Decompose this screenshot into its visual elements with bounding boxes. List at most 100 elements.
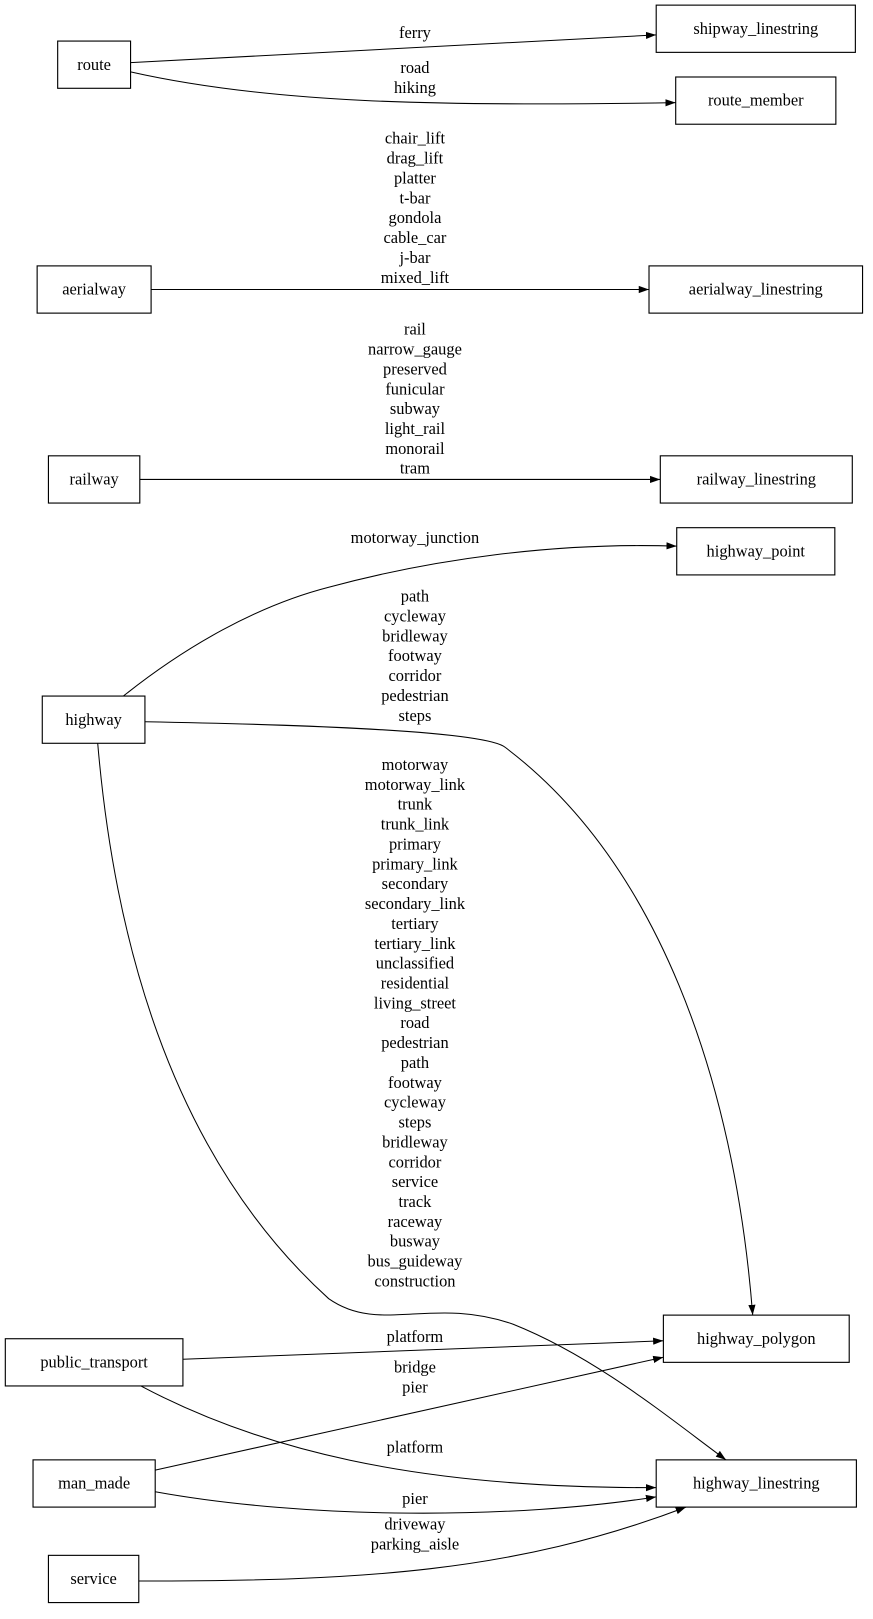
- node-label: public_transport: [40, 1352, 148, 1371]
- edge-label: path: [401, 587, 429, 606]
- edge-label: secondary_link: [365, 894, 466, 913]
- edge-label: motorway_junction: [351, 528, 480, 547]
- edge-label: chair_lift: [385, 129, 446, 148]
- edge-label: residential: [381, 973, 450, 992]
- node-label: aerialway_linestring: [689, 280, 823, 299]
- node-label: aerialway: [62, 280, 127, 299]
- edge-label: pier: [402, 1377, 428, 1396]
- edge-railway-to-railway-linestring: railnarrow_gaugepreservedfunicularsubway…: [139, 320, 661, 484]
- edge-route-to-shipway-linestring: ferry: [130, 23, 657, 64]
- edge-line: [130, 71, 676, 107]
- edge-label: construction: [374, 1271, 455, 1290]
- edge-label: steps: [399, 706, 432, 725]
- edge-label: hiking: [394, 78, 436, 97]
- edge-label: platform: [387, 1327, 444, 1346]
- node-route-member: route_member: [675, 76, 837, 125]
- edge-label: mixed_lift: [381, 268, 450, 287]
- edge-label: platter: [394, 168, 436, 187]
- edge-label: ferry: [399, 23, 432, 42]
- node-box: [675, 76, 837, 125]
- node-highway-polygon: highway_polygon: [662, 1314, 850, 1363]
- edge-label: trunk: [398, 795, 433, 814]
- edge-label: drag_lift: [387, 149, 444, 168]
- edge-line: [182, 1337, 664, 1360]
- edge-label: parking_aisle: [371, 1535, 459, 1554]
- edge-label: driveway: [384, 1515, 446, 1534]
- node-box: [655, 4, 856, 53]
- node-label: man_made: [58, 1474, 130, 1493]
- edge-label: tertiary: [391, 914, 439, 933]
- edge-label: trunk_link: [381, 815, 450, 834]
- edge-label: narrow_gauge: [368, 340, 462, 359]
- edge-label: path: [401, 1053, 429, 1072]
- edge-label: light_rail: [385, 419, 446, 438]
- edge-public-transport-to-highway-linestring: platform: [140, 1385, 657, 1492]
- edge-highway-to-highway-linestring: motorwaymotorway_linktrunktrunk_linkprim…: [97, 743, 727, 1461]
- edge-label: secondary: [382, 874, 449, 893]
- node-label: highway_polygon: [697, 1329, 815, 1348]
- edge-label: tertiary_link: [374, 934, 456, 953]
- edge-label: gondola: [389, 208, 443, 227]
- node-label: route_member: [708, 91, 804, 110]
- edge-label: road: [400, 58, 429, 77]
- edge-public-transport-to-highway-polygon: platform: [182, 1327, 664, 1360]
- node-aerialway-linestring: aerialway_linestring: [648, 265, 864, 314]
- edge-label: footway: [388, 1073, 443, 1092]
- edge-label: cycleway: [384, 606, 447, 625]
- edge-label: platform: [387, 1438, 444, 1457]
- edge-label: motorway: [382, 755, 449, 774]
- edge-label: service: [392, 1172, 438, 1191]
- edge-label: raceway: [388, 1212, 443, 1231]
- node-shipway-linestring: shipway_linestring: [655, 4, 856, 53]
- edge-label: bridge: [394, 1358, 436, 1377]
- node-service: service: [47, 1554, 140, 1604]
- node-box: [41, 695, 146, 744]
- node-box: [32, 1459, 156, 1508]
- node-railway: railway: [47, 455, 141, 504]
- edge-label: road: [400, 1013, 429, 1032]
- node-box: [659, 455, 853, 504]
- node-box: [47, 1554, 140, 1604]
- node-label: highway: [65, 710, 122, 729]
- node-public-transport: public_transport: [4, 1338, 184, 1387]
- edge-line: [123, 542, 677, 697]
- edge-label: busway: [390, 1232, 441, 1251]
- node-label: service: [70, 1569, 116, 1588]
- edge-line: [138, 1506, 687, 1582]
- edge-label: living_street: [374, 993, 456, 1012]
- node-highway: highway: [41, 695, 146, 744]
- node-box: [676, 527, 836, 576]
- edge-highway-to-highway-point: motorway_junction: [123, 528, 677, 697]
- edge-line: [155, 1491, 657, 1514]
- edge-label: corridor: [389, 1152, 442, 1171]
- edge-man-made-to-highway-linestring: pier: [155, 1489, 657, 1514]
- edge-label: unclassified: [376, 954, 454, 973]
- edge-line: [144, 721, 756, 1316]
- edge-label: preserved: [383, 359, 447, 378]
- node-box: [36, 265, 152, 314]
- edge-label: bridleway: [382, 1132, 448, 1151]
- edge-label: pedestrian: [381, 686, 448, 705]
- edge-label: primary: [389, 834, 442, 853]
- node-label: highway_point: [707, 541, 806, 560]
- edge-label: track: [399, 1192, 433, 1211]
- node-label: shipway_linestring: [693, 19, 818, 38]
- edge-label: steps: [399, 1113, 432, 1132]
- node-railway-linestring: railway_linestring: [659, 455, 853, 504]
- edge-line: [140, 1385, 657, 1492]
- edge-label: tram: [400, 459, 430, 478]
- node-route: route: [57, 40, 132, 89]
- node-box: [662, 1314, 850, 1363]
- edge-line: [155, 1355, 664, 1471]
- edge-label: cable_car: [384, 228, 447, 247]
- edge-line: [97, 743, 727, 1461]
- edge-label: funicular: [385, 379, 445, 398]
- edge-label: footway: [388, 646, 443, 665]
- node-box: [47, 455, 141, 504]
- edge-label: pedestrian: [381, 1033, 448, 1052]
- edge-highway-to-highway-polygon: pathcyclewaybridlewayfootwaycorridorpede…: [144, 587, 756, 1316]
